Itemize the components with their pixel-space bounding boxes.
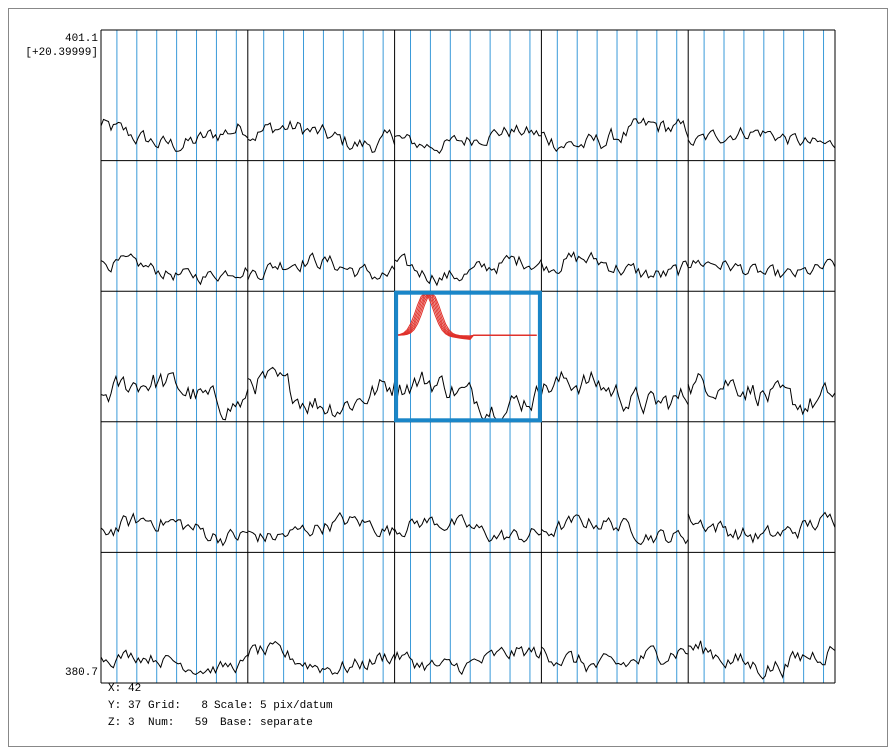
trace: [541, 117, 689, 153]
window-frame: [8, 8, 888, 747]
axis-bottom: 380.7: [65, 667, 98, 679]
status-value: separate: [260, 717, 313, 729]
trace: [394, 645, 542, 676]
trace: [688, 258, 836, 279]
status-label: Grid:: [148, 700, 181, 712]
trace: [100, 512, 248, 547]
status-panel: X: 42 Y: 37 Grid: 8 Scale: 5 pix/datum Z…: [108, 683, 333, 729]
status-value: 3: [128, 717, 135, 729]
trace: [394, 514, 542, 543]
status-value: 59: [195, 717, 208, 729]
trace: [247, 252, 396, 281]
trace: [541, 514, 689, 546]
status-label: Base:: [220, 717, 253, 729]
trace: [247, 640, 396, 675]
axis-offset: [+20.39999]: [25, 47, 98, 59]
graph-grid: [100, 29, 836, 684]
status-label: X:: [108, 683, 121, 695]
trace: [394, 371, 542, 421]
selected-cell: [394, 290, 542, 423]
trace: [687, 126, 836, 149]
trace: [394, 124, 542, 155]
trace: [540, 370, 689, 415]
trace: [687, 372, 836, 416]
status-label: Num:: [148, 717, 174, 729]
trace: [100, 118, 249, 152]
status-value: 5 pix/datum: [260, 700, 333, 712]
trace: [100, 649, 249, 675]
trace: [247, 119, 396, 154]
axis-top: 401.1: [65, 33, 98, 45]
overlay-curve: [396, 292, 537, 337]
trace: [688, 640, 836, 680]
status-value: 37: [128, 700, 141, 712]
trace: [687, 511, 836, 544]
status-value: 42: [128, 683, 141, 695]
status-label: Scale:: [214, 700, 254, 712]
trace: [100, 372, 249, 421]
trace: [394, 253, 542, 287]
trace: [540, 250, 689, 279]
trace: [247, 511, 395, 544]
trace: [100, 253, 249, 286]
trace: [541, 645, 689, 673]
status-value: 8: [201, 700, 208, 712]
trace: [247, 366, 396, 418]
status-label: Y:: [108, 700, 121, 712]
status-label: Z:: [108, 717, 121, 729]
